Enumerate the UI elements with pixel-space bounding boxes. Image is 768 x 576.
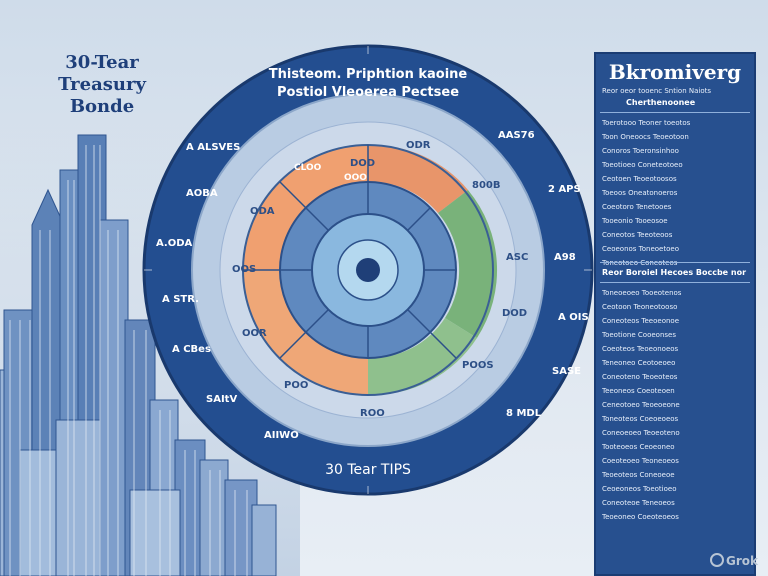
middle-label-3: OOS [232,264,256,275]
city-skyline-illustration [0,120,300,576]
segment-label-1: CLOO [294,163,322,173]
dial-title-line-2: Postiol Vleoerea Pectsee [277,85,459,100]
panel-line: Toneoteos Coeoeoeos [602,415,679,423]
panel-line: Teoeoneo Coeoteoeos [602,513,679,521]
panel-line: Coeotoro Tenetooes [602,203,672,211]
panel-line: Coeoteos Teoeonoeos [602,345,679,353]
watermark-text: Grok [726,554,758,568]
middle-label-4: OOR [242,328,267,339]
left-title-line-1: 30-Tear [65,52,139,73]
panel-line: Coeoteoeo Teoneoeos [602,457,679,465]
panel-line: Toeotioeo Coneteotoeo [602,161,683,169]
segment-green [438,190,498,338]
middle-label-9: DOD [502,308,527,319]
panel-line: Ceotoon Teoneotooso [602,303,678,311]
middle-label-6: POOS [462,360,494,371]
outer-label-left-6: SAItV [206,394,237,405]
panel-line: Ceoeoneos Toeotioeo [602,485,677,493]
dial-title-line-1: Thisteom. Priphtion kaoine [269,67,468,82]
segment-label-2: OOO [344,173,367,183]
panel-section2-heading: Reor Boroiel Hecoes Boccbe nor [602,268,747,277]
panel-line: Ceoeonos Toneoetoeo [602,245,679,253]
panel-line: Teneoneo Ceotoeoeo [602,359,676,367]
outer-label-left-2: AOBA [186,188,218,199]
middle-label-1: ODR [406,140,431,151]
panel-line: Tooteoeos Ceoeoneo [602,443,675,451]
panel-line: Tooeonio Tooeosoe [602,217,668,225]
panel-line: Coneoteos Teeoeonoe [602,317,679,325]
panel-line: Toerotooo Teoner toeotos [602,119,691,127]
middle-label-7: 800B [472,180,501,191]
treasury-dial-chart: Thisteom. Priphtion kaoine Postiol Vleoe… [142,44,594,496]
outer-label-right-1: AAS76 [498,130,535,141]
grok-logo-icon [710,553,724,567]
outer-label-right-4: A OIS [558,312,589,323]
panel-line: Toneotoeo Coneoteos [602,259,678,267]
left-title: 30-Tear Treasury Bonde [32,52,172,118]
dial-bottom-label: 30 Tear TIPS [325,462,411,478]
outer-label-right-2: 2 APS [548,184,581,195]
panel-line: Ceneotoeo Teoeoeone [602,401,680,409]
panel-line: Toon Oneoocs Teoeotoon [602,133,689,141]
middle-label-5: POO [284,380,308,391]
outer-label-left-1: A ALSVES [186,142,240,153]
outer-label-right-3: A98 [554,252,576,263]
panel-line: Conoros Toeronsinhoo [602,147,679,155]
panel-subtitle: Reor oeor tooenc Sntion Naiots [602,87,712,95]
outer-label-left-4: A STR. [162,294,199,305]
panel-line: Teoeoteos Coneoeoe [602,471,675,479]
outer-label-left-7: AIIWO [264,430,299,441]
panel-line: Coneoteno Teoeoteos [602,373,678,381]
panel-line: Toeoos Oneatonoeros [602,189,678,197]
middle-label-8: ASC [506,252,528,263]
left-title-line-2: Treasury [58,74,146,95]
middle-label-2: ODA [250,206,275,217]
outer-label-right-5: SASE [552,366,581,377]
segment-green-lower [368,318,477,396]
panel-line: Coneoeoeo Teoeoteno [602,429,680,437]
panel-line: Ceotoen Teoeotoosos [602,175,677,183]
panel-line: Toeotione Cooeonses [602,331,676,339]
panel-line: Coneotos Teeoteoos [602,231,673,239]
middle-label-10: DOD [350,158,375,169]
panel-line: Toneoeoeo Tooeotenos [602,289,682,297]
panel-line: Teeoneos Coeoteoen [602,387,675,395]
panel-heading: Cherthenoonee [626,98,696,107]
outer-label-right-6: 8 MDL [506,408,542,419]
panel-line: Coneoteoe Teneoeos [602,499,675,507]
panel-title: Bkromiverg [608,60,742,84]
middle-label-11: ROO [360,408,385,419]
info-panel: Bkromiverg Reor oeor tooenc Sntion Naiot… [594,52,756,576]
dial-center [356,258,380,282]
left-title-line-3: Bonde [69,96,135,117]
outer-label-left-3: A.ODA [156,238,193,249]
segment-orange-top [368,144,468,213]
watermark: Grok [710,553,758,568]
outer-label-left-5: A CBes [172,344,211,355]
